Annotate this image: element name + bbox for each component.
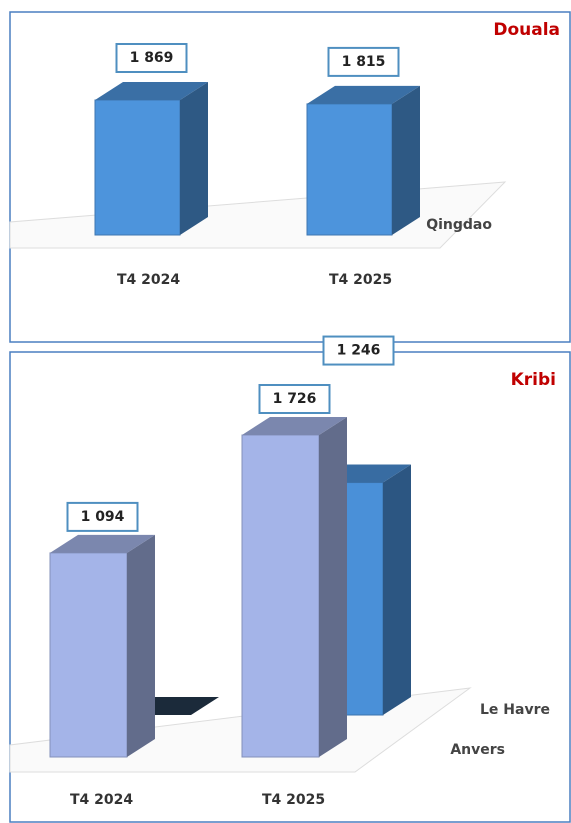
- bar-front: [94, 99, 181, 236]
- bar-side: [392, 85, 420, 235]
- bar-front: [241, 434, 320, 758]
- x-tick-label: T4 2024: [117, 272, 180, 288]
- legend-label: Anvers: [450, 742, 505, 758]
- bar-side: [180, 82, 208, 235]
- value-label: 1 726: [273, 391, 317, 407]
- value-label-box: [66, 501, 139, 532]
- bar-front: [49, 552, 128, 758]
- bar-top: [50, 534, 155, 553]
- value-label: 1 815: [342, 54, 386, 70]
- x-tick-label: T4 2025: [262, 792, 325, 808]
- bar: [241, 417, 347, 758]
- bar-front: [306, 103, 393, 236]
- value-label-box: [322, 335, 395, 366]
- legend-label: Qingdao: [426, 217, 492, 233]
- bar-side: [383, 464, 411, 715]
- x-tick-label: T4 2024: [70, 792, 133, 808]
- chart-title: Kribi: [511, 370, 556, 390]
- bar: [49, 534, 155, 758]
- value-label-box: [115, 43, 188, 73]
- bar-side: [319, 417, 347, 757]
- bar-side: [127, 534, 155, 757]
- value-label: 1 094: [81, 509, 125, 525]
- bar-top: [242, 417, 347, 435]
- bar-top: [307, 85, 420, 104]
- value-label: 1 869: [130, 50, 174, 66]
- bar-top: [95, 82, 208, 100]
- panel: [9, 11, 571, 343]
- bar: [306, 85, 420, 236]
- value-label-box: [258, 384, 331, 414]
- value-label: 1 246: [337, 343, 381, 359]
- legend-label: Le Havre: [480, 702, 550, 718]
- value-label-box: [327, 46, 400, 77]
- x-tick-label: T4 2025: [329, 272, 392, 288]
- chart-title: Douala: [493, 20, 560, 40]
- bar: [94, 82, 208, 236]
